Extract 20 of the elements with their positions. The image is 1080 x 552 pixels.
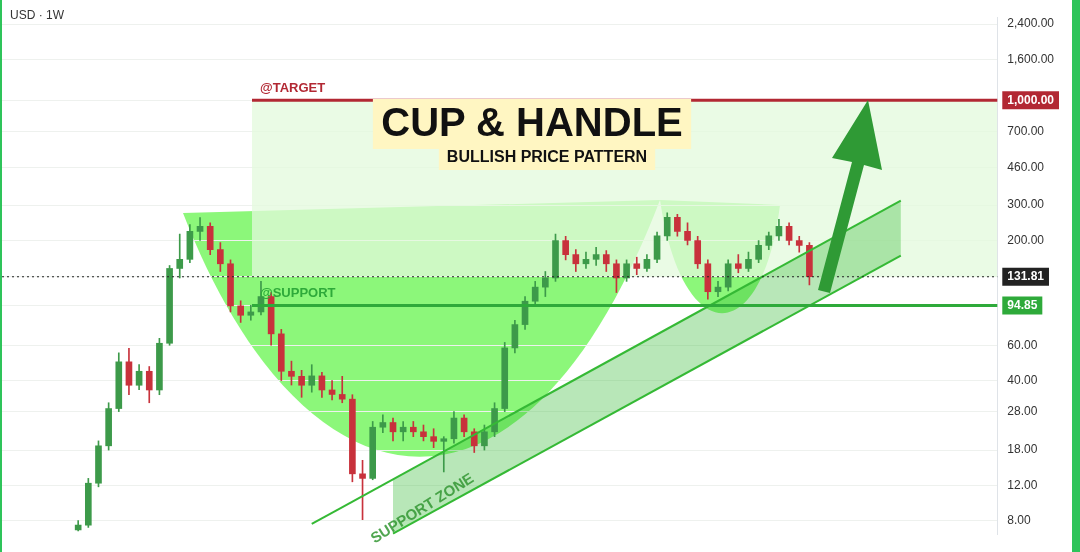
y-tick-label: 8.00 — [1007, 512, 1031, 527]
y-tick-label: 2,400.00 — [1007, 16, 1055, 31]
y-tick-label: 700.00 — [1007, 123, 1045, 138]
y-tick-label: 1,600.00 — [1007, 51, 1055, 66]
y-tick-label: 28.00 — [1007, 403, 1038, 418]
y-tick-label: 40.00 — [1007, 372, 1038, 387]
chart-title: USD · 1W — [10, 8, 65, 23]
y-tick-label: 200.00 — [1007, 232, 1045, 247]
y-tick-label: 460.00 — [1007, 160, 1045, 175]
ref-line-label: @TARGET — [260, 80, 326, 96]
y-tick-label: 131.81 — [1007, 269, 1045, 284]
y-tick-label: 18.00 — [1007, 442, 1038, 457]
candlestick — [440, 436, 448, 473]
y-tick-label: 60.00 — [1007, 337, 1038, 352]
y-tick-label: 12.00 — [1007, 477, 1038, 492]
y-tick-label: 300.00 — [1007, 197, 1045, 212]
annotation: CUP & HANDLE — [381, 100, 683, 145]
annotation: BULLISH PRICE PATTERN — [446, 148, 648, 166]
y-tick-label: 1,000.00 — [1007, 92, 1055, 107]
y-tick-label: 94.85 — [1007, 297, 1038, 312]
